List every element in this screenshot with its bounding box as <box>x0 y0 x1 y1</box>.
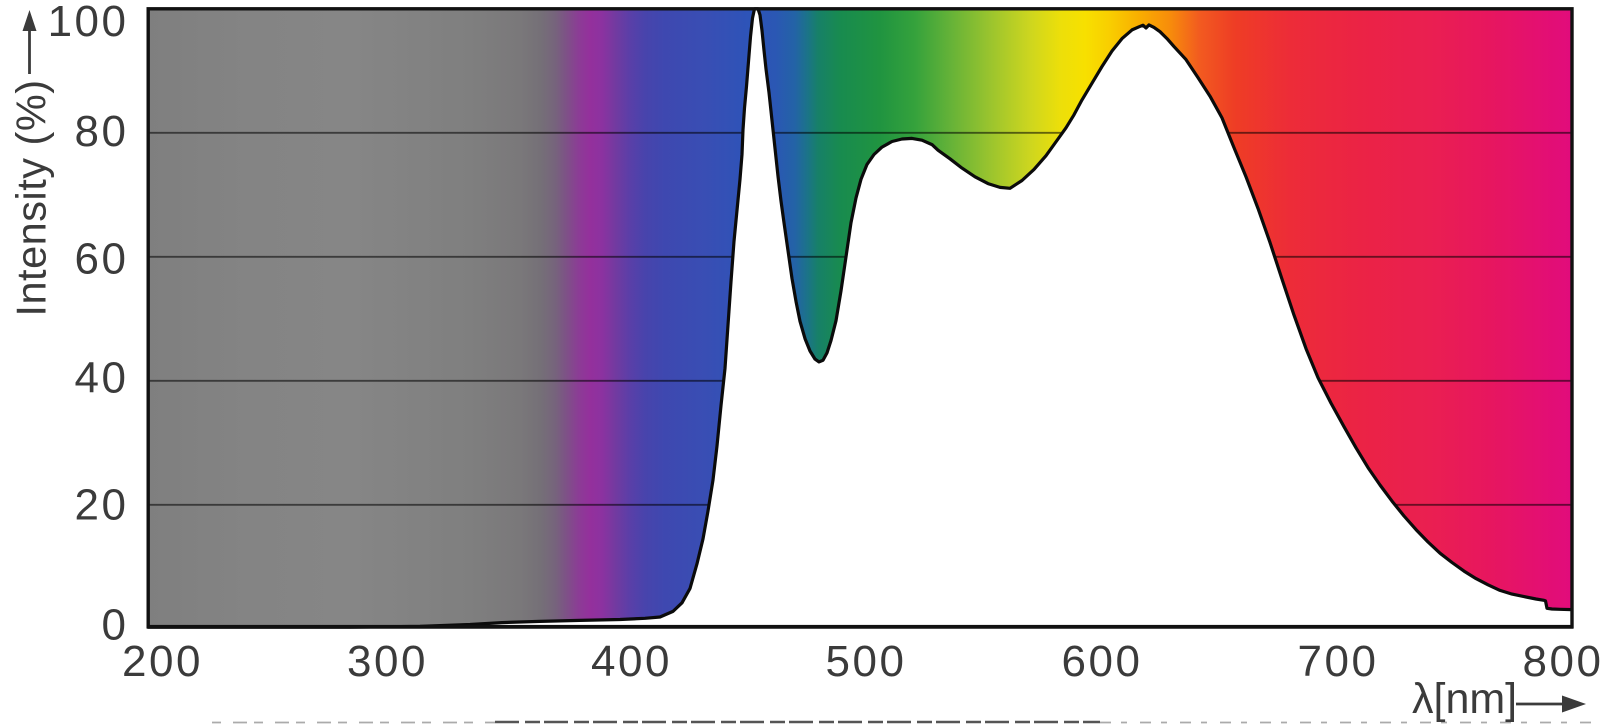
svg-text:λ[nm]: λ[nm] <box>1412 675 1517 723</box>
svg-text:80: 80 <box>75 107 129 156</box>
svg-text:300: 300 <box>347 637 428 686</box>
svg-text:40: 40 <box>75 354 129 403</box>
svg-text:700: 700 <box>1298 637 1379 686</box>
svg-text:Intensity (%): Intensity (%) <box>8 79 55 316</box>
svg-text:0: 0 <box>102 601 129 650</box>
svg-text:600: 600 <box>1062 637 1143 686</box>
svg-text:500: 500 <box>826 637 907 686</box>
svg-text:60: 60 <box>75 235 129 284</box>
svg-text:400: 400 <box>591 637 672 686</box>
svg-text:200: 200 <box>122 637 203 686</box>
svg-text:800: 800 <box>1523 637 1600 686</box>
svg-text:20: 20 <box>75 481 129 530</box>
svg-text:100: 100 <box>48 0 129 46</box>
